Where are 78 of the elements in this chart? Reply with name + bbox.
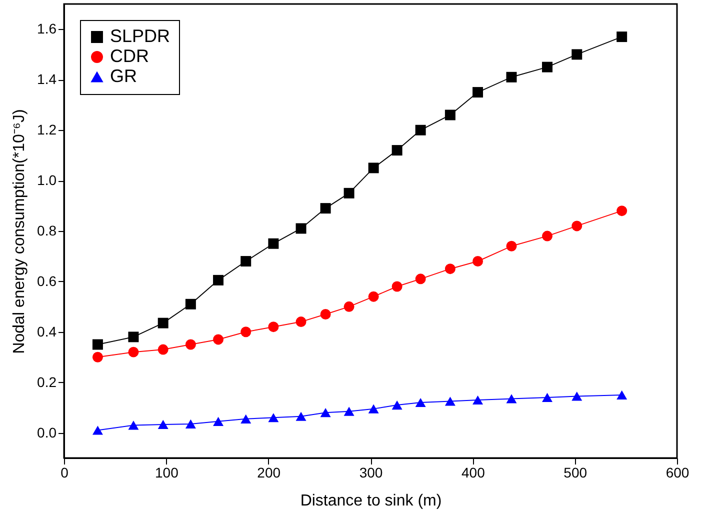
point (472, 256, 484, 266)
point (506, 72, 517, 82)
legend-label: CDR (110, 46, 149, 66)
point (572, 392, 582, 401)
y-tick-label: 0.2 (37, 374, 57, 390)
point (472, 87, 484, 98)
point (572, 49, 582, 60)
point (444, 396, 456, 406)
point (296, 412, 306, 421)
point (344, 188, 354, 198)
y-tick-label: 1.6 (37, 20, 57, 37)
point (92, 352, 103, 362)
legend-label: SLPDR (110, 26, 170, 46)
point (320, 309, 331, 320)
x-tick-label: 100 (154, 464, 179, 480)
point (368, 162, 379, 174)
y-tick-label: 0.4 (37, 323, 57, 340)
point (92, 339, 103, 350)
point (320, 408, 331, 418)
point (296, 316, 306, 328)
legend-label: GR (110, 66, 137, 86)
point (506, 240, 517, 252)
x-tick-label: 400 (461, 464, 486, 480)
point (158, 420, 168, 429)
point (240, 414, 252, 424)
point (128, 332, 139, 342)
point (213, 274, 224, 286)
point (128, 420, 139, 430)
point (542, 392, 552, 402)
point (616, 390, 628, 400)
y-tick-label: 0.8 (37, 222, 57, 238)
x-tick-label: 300 (359, 464, 383, 480)
point (128, 346, 139, 358)
point (392, 281, 402, 292)
point (572, 220, 582, 232)
point (542, 230, 552, 242)
x-tick-label: 600 (666, 464, 690, 480)
point (296, 223, 306, 234)
point (185, 298, 196, 310)
y-tick-label: 1.2 (37, 122, 57, 138)
point (415, 124, 426, 136)
y-tick-label: 1.4 (37, 71, 57, 88)
point (240, 326, 252, 338)
y-axis-title: Nodal energy consumption(*10⁻⁶J) (11, 109, 28, 354)
point (368, 291, 379, 302)
point (444, 264, 456, 274)
point (268, 413, 279, 422)
point (320, 203, 331, 214)
y-tick-label: 0.6 (37, 272, 57, 289)
point (392, 400, 402, 410)
point (344, 301, 354, 312)
point (213, 334, 224, 345)
point (213, 416, 224, 426)
point (344, 406, 354, 416)
point (472, 395, 484, 405)
point (158, 344, 168, 355)
point (506, 394, 517, 404)
point (415, 274, 426, 284)
point (616, 206, 628, 216)
point (616, 32, 628, 42)
x-axis-title: Distance to sink (m) (300, 492, 442, 510)
y-tick-label: 1.0 (37, 172, 57, 188)
point (92, 426, 103, 435)
point (368, 404, 379, 414)
x-tick-label: 500 (564, 464, 588, 480)
point (185, 339, 196, 350)
point (268, 322, 279, 332)
x-tick-label: 200 (257, 464, 281, 480)
point (185, 419, 196, 428)
point (240, 256, 252, 267)
point (542, 62, 552, 72)
x-tick-label: 0 (60, 464, 69, 480)
point (444, 110, 456, 120)
point (268, 238, 279, 249)
y-tick-label: 0.0 (37, 424, 57, 440)
point (392, 145, 402, 156)
point (415, 398, 426, 408)
point (158, 318, 168, 328)
